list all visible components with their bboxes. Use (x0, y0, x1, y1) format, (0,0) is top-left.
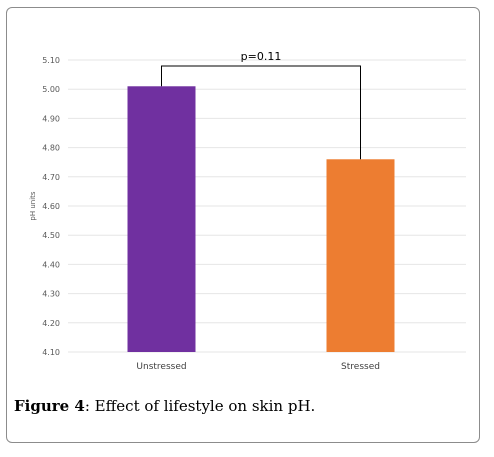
y-tick-label: 4.70 (42, 173, 60, 182)
y-tick-label: 4.50 (42, 231, 60, 240)
y-tick-label: 4.60 (42, 202, 60, 211)
x-category-label: Unstressed (136, 362, 186, 372)
figure-caption: Figure 4: Effect of lifestyle on skin pH… (14, 397, 315, 415)
x-category-labels: Unstressed Stressed (136, 362, 380, 372)
y-tick-label: 4.80 (42, 144, 60, 153)
p-value-label: p=0.11 (241, 50, 282, 63)
bar-unstressed (127, 86, 196, 352)
bar-stressed (326, 159, 395, 352)
bracket-line (161, 65, 361, 160)
y-tick-label: 4.30 (42, 290, 60, 299)
figure-frame (6, 7, 480, 443)
y-tick-label: 4.20 (42, 319, 60, 328)
y-tick-label: 5.00 (42, 85, 60, 94)
y-tick-label: 5.10 (42, 56, 60, 65)
caption-label: Figure 4 (14, 397, 85, 415)
y-tick-label: 4.90 (42, 114, 60, 123)
significance-bracket: p=0.11 (161, 50, 361, 160)
y-tick-label: 4.40 (42, 260, 60, 269)
y-axis-label: pH units (29, 191, 37, 220)
y-tick-labels: 4.10 4.20 4.30 4.40 4.50 4.60 4.70 4.80 4.90 5.00… (42, 56, 60, 357)
bars (127, 86, 395, 352)
caption-text: : Effect of lifestyle on skin pH. (84, 397, 316, 415)
x-category-label: Stressed (341, 362, 380, 372)
y-tick-label: 4.10 (42, 348, 60, 357)
